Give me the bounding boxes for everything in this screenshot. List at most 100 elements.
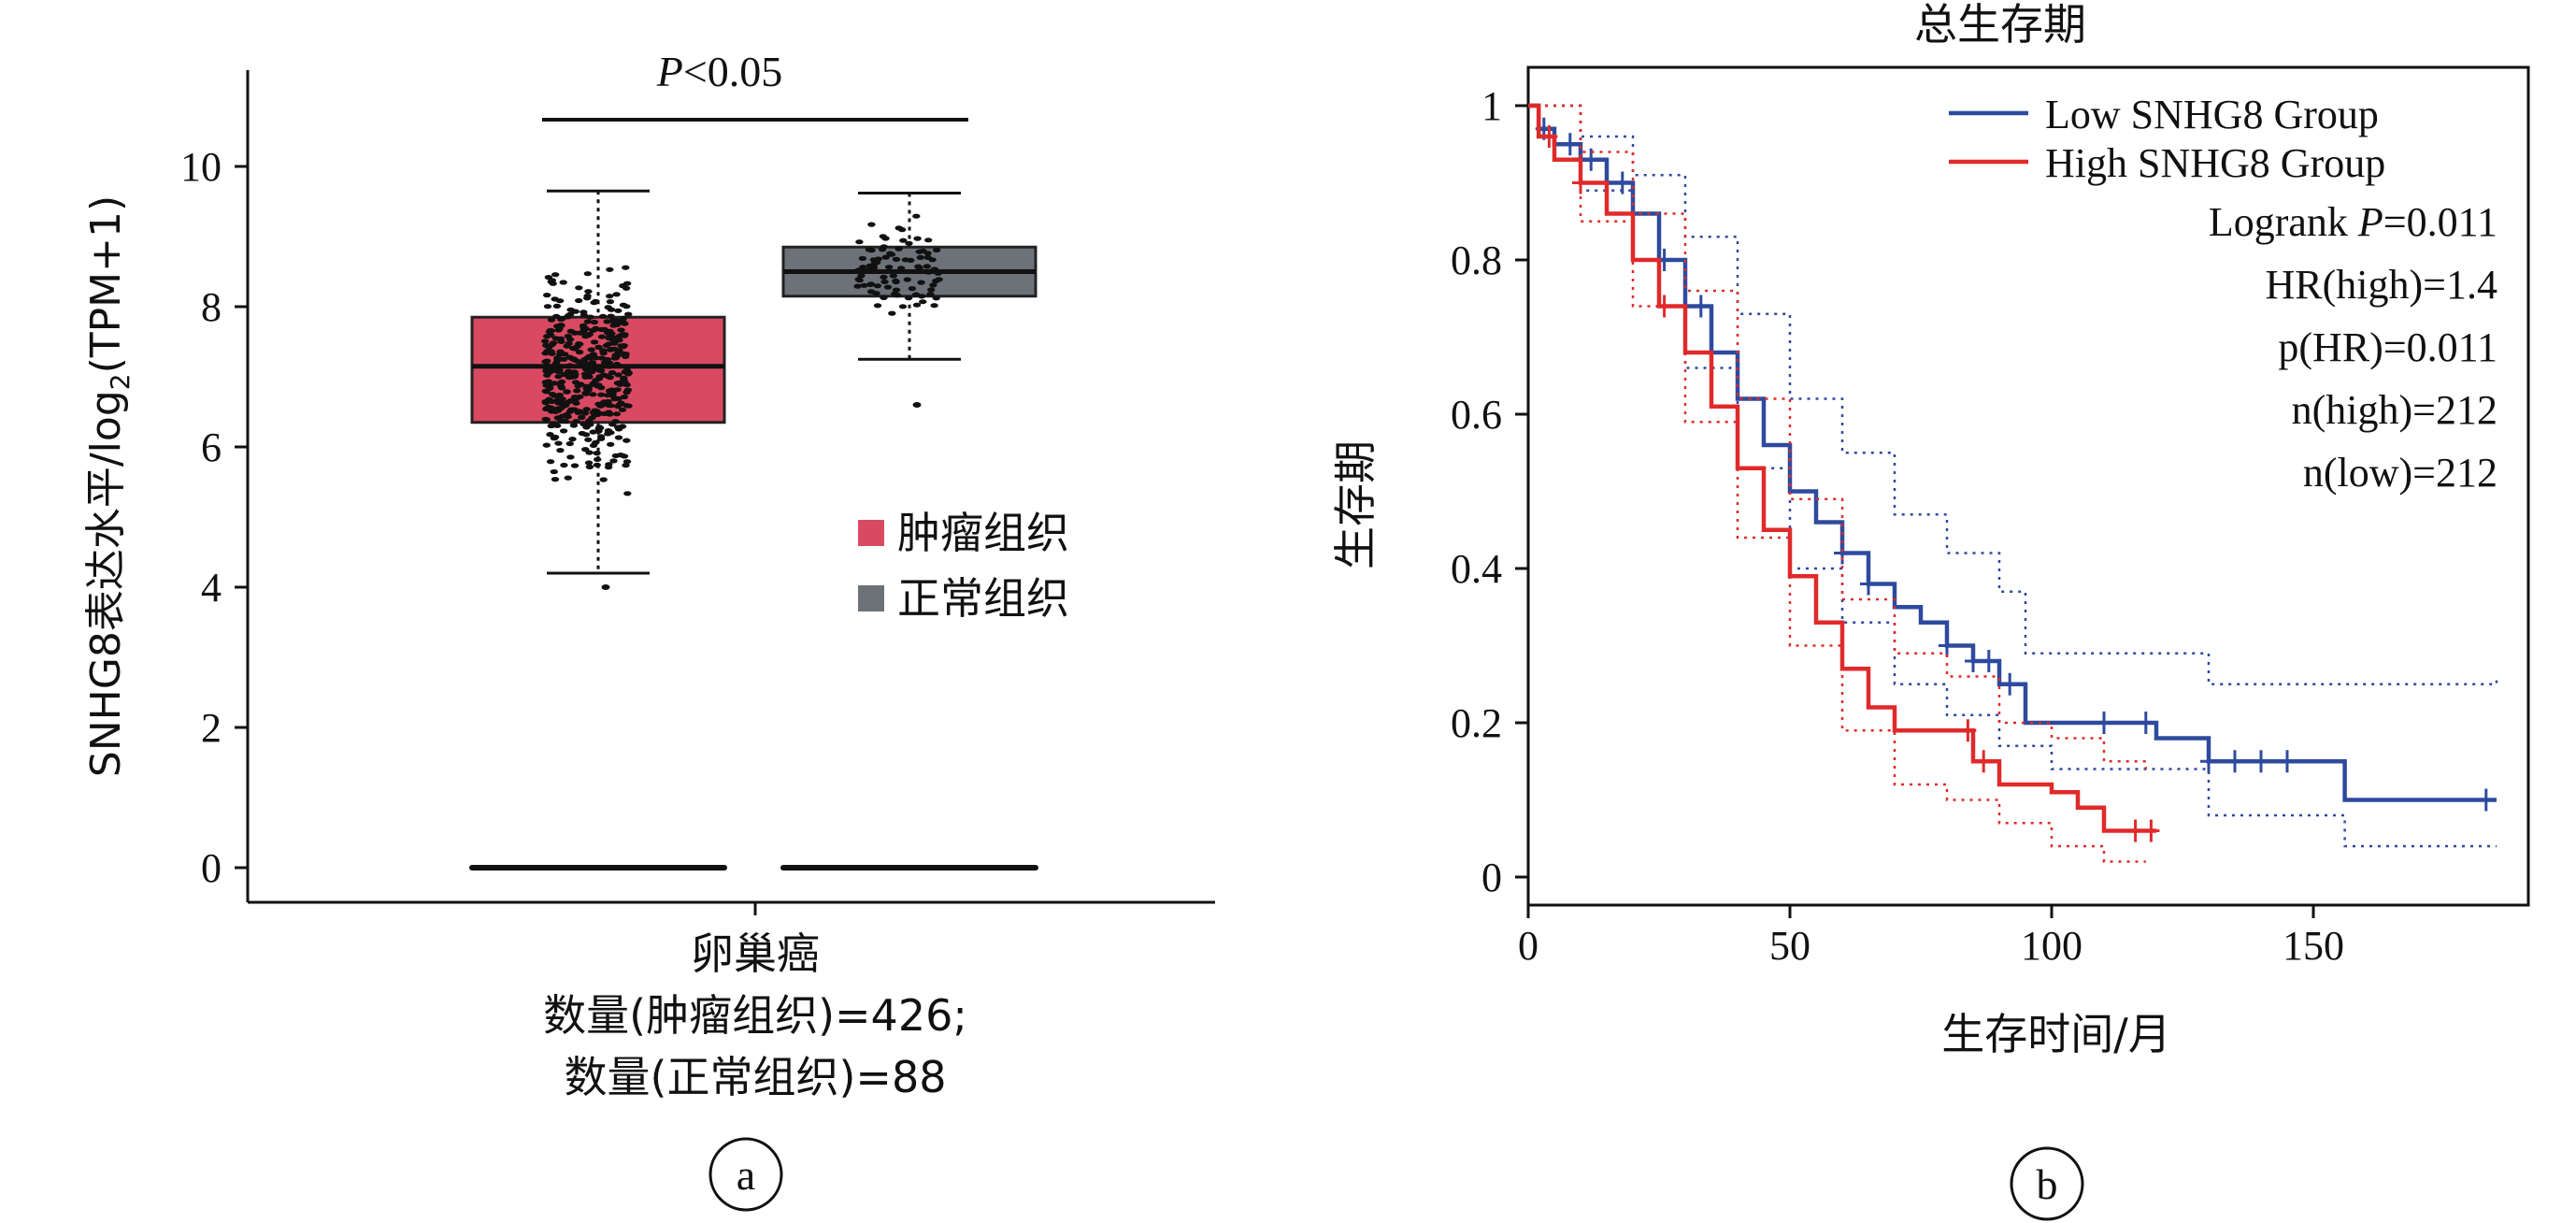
stats-line: n(high)=212 bbox=[2292, 387, 2497, 433]
data-point bbox=[584, 460, 594, 466]
panel-b-badge bbox=[2010, 1146, 2084, 1221]
data-point bbox=[580, 329, 588, 335]
data-point bbox=[930, 303, 938, 309]
data-point bbox=[592, 439, 600, 445]
data-point bbox=[905, 240, 913, 246]
data-point bbox=[927, 287, 936, 293]
data-point bbox=[622, 463, 630, 468]
data-point bbox=[881, 254, 890, 260]
data-point bbox=[612, 292, 621, 297]
data-point bbox=[571, 371, 580, 377]
data-point bbox=[603, 373, 611, 379]
data-point bbox=[866, 266, 876, 272]
data-point bbox=[551, 476, 560, 482]
x-label-normal-count: 数量(正常组织)=88 bbox=[565, 1052, 947, 1102]
data-point bbox=[612, 411, 622, 417]
data-point bbox=[617, 327, 625, 333]
data-point bbox=[911, 292, 921, 297]
panel-a-axes: 0 2 4 6 8 10 bbox=[180, 70, 1215, 915]
data-point bbox=[575, 285, 583, 291]
data-point bbox=[612, 322, 622, 327]
data-point bbox=[599, 477, 608, 482]
data-point bbox=[594, 344, 603, 350]
data-point bbox=[880, 244, 888, 250]
data-point bbox=[543, 334, 551, 339]
data-point bbox=[897, 266, 906, 271]
data-point bbox=[543, 293, 551, 298]
data-point bbox=[578, 414, 586, 420]
data-point bbox=[580, 360, 590, 366]
data-point bbox=[903, 277, 911, 282]
data-point bbox=[583, 271, 592, 277]
x-label-tumor-count: 数量(肿瘤组织)=426; bbox=[543, 990, 967, 1041]
data-point bbox=[614, 308, 623, 313]
data-point bbox=[551, 336, 560, 341]
data-point bbox=[898, 227, 907, 233]
data-point bbox=[866, 281, 876, 287]
data-point bbox=[608, 422, 617, 427]
data-point bbox=[620, 453, 629, 459]
data-point bbox=[623, 403, 631, 409]
data-point bbox=[568, 356, 577, 362]
data-point bbox=[581, 432, 591, 438]
data-point bbox=[923, 251, 932, 256]
y-tick-label: 0.4 bbox=[1451, 546, 1502, 592]
data-point bbox=[623, 438, 631, 443]
data-point bbox=[585, 370, 594, 376]
data-point bbox=[581, 447, 590, 453]
data-point bbox=[556, 448, 565, 453]
data-point bbox=[880, 295, 888, 300]
y-tick-label: 0.8 bbox=[1451, 237, 1502, 283]
data-point bbox=[581, 391, 591, 396]
legend-label: High SNHG8 Group bbox=[2045, 140, 2385, 186]
panel-a-badge-label: a bbox=[737, 1151, 755, 1199]
data-point bbox=[605, 462, 613, 468]
data-point bbox=[614, 372, 623, 378]
data-point bbox=[596, 436, 606, 441]
data-point bbox=[554, 356, 563, 362]
data-point bbox=[609, 458, 618, 464]
data-point bbox=[570, 395, 580, 400]
ci-lower-high bbox=[1528, 104, 2146, 863]
data-point bbox=[543, 363, 551, 368]
data-point bbox=[923, 264, 931, 269]
data-point bbox=[874, 256, 882, 262]
data-point bbox=[565, 340, 573, 347]
significance-label: P<0.05 bbox=[542, 48, 968, 122]
x-tick-label: 150 bbox=[2283, 923, 2344, 969]
data-point bbox=[571, 346, 580, 352]
data-point bbox=[554, 440, 563, 446]
data-point bbox=[593, 462, 601, 468]
data-point bbox=[564, 475, 572, 481]
data-point bbox=[568, 437, 577, 442]
data-point bbox=[581, 374, 590, 380]
data-point bbox=[604, 305, 612, 310]
stats-text: =0.011 bbox=[2383, 199, 2497, 245]
data-point bbox=[566, 328, 575, 334]
data-point bbox=[573, 388, 581, 394]
data-point bbox=[604, 431, 612, 437]
data-point bbox=[556, 383, 565, 389]
data-point bbox=[622, 265, 630, 270]
data-point bbox=[924, 269, 933, 275]
data-point bbox=[547, 317, 556, 323]
data-point bbox=[579, 323, 588, 328]
data-point bbox=[559, 428, 568, 434]
data-point bbox=[592, 355, 600, 361]
data-point bbox=[546, 432, 554, 438]
data-point bbox=[873, 283, 882, 289]
stats-text: n(low)=212 bbox=[2303, 450, 2497, 496]
data-point bbox=[572, 419, 580, 424]
data-point bbox=[569, 423, 579, 428]
panel-b-curves bbox=[1528, 103, 2498, 863]
svg-text:P<0.05: P<0.05 bbox=[656, 48, 783, 95]
data-point bbox=[888, 310, 896, 316]
data-point bbox=[590, 319, 599, 325]
data-point bbox=[555, 324, 565, 329]
panel-b-y-axis-label: 生存期 bbox=[1330, 440, 1381, 569]
data-point bbox=[581, 334, 590, 339]
data-point bbox=[565, 312, 573, 319]
data-point bbox=[574, 359, 583, 365]
data-point bbox=[580, 410, 590, 416]
data-point bbox=[589, 429, 597, 435]
